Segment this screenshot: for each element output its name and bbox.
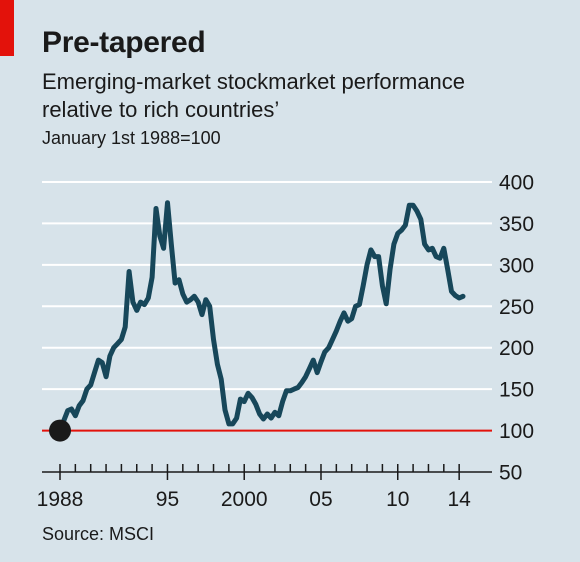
chart-subtitle: Emerging-market stockmarket performance … bbox=[42, 69, 466, 122]
marker-layer bbox=[49, 419, 71, 442]
x-tick-label: 2000 bbox=[221, 488, 268, 511]
y-tick-label: 400 bbox=[499, 172, 534, 195]
y-axis-labels: 50 100 150 200 250 300 350 400 bbox=[499, 172, 534, 485]
y-tick-label: 50 bbox=[499, 462, 522, 485]
y-tick-label: 100 bbox=[499, 420, 534, 443]
y-tick-label: 300 bbox=[499, 254, 534, 277]
chart-title: Pre-tapered bbox=[42, 26, 206, 59]
x-tick-label: 05 bbox=[309, 488, 332, 511]
y-tick-label: 350 bbox=[499, 213, 534, 236]
index-note: January 1st 1988=100 bbox=[42, 128, 221, 148]
x-tick-label: 95 bbox=[156, 488, 179, 511]
x-tick-label: 10 bbox=[386, 488, 409, 511]
x-axis: 1988 95 2000 05 10 14 bbox=[37, 464, 492, 511]
y-tick-label: 150 bbox=[499, 379, 534, 402]
x-tick-label: 1988 bbox=[37, 488, 84, 511]
source-note: Source: MSCI bbox=[42, 524, 155, 544]
x-tick-label: 14 bbox=[447, 488, 471, 511]
y-tick-label: 250 bbox=[499, 296, 534, 319]
gridlines bbox=[42, 181, 492, 391]
series-layer bbox=[57, 200, 466, 434]
accent-tag bbox=[0, 0, 14, 56]
start-marker bbox=[49, 419, 71, 442]
y-tick-label: 200 bbox=[499, 337, 534, 360]
series-line bbox=[57, 200, 466, 434]
